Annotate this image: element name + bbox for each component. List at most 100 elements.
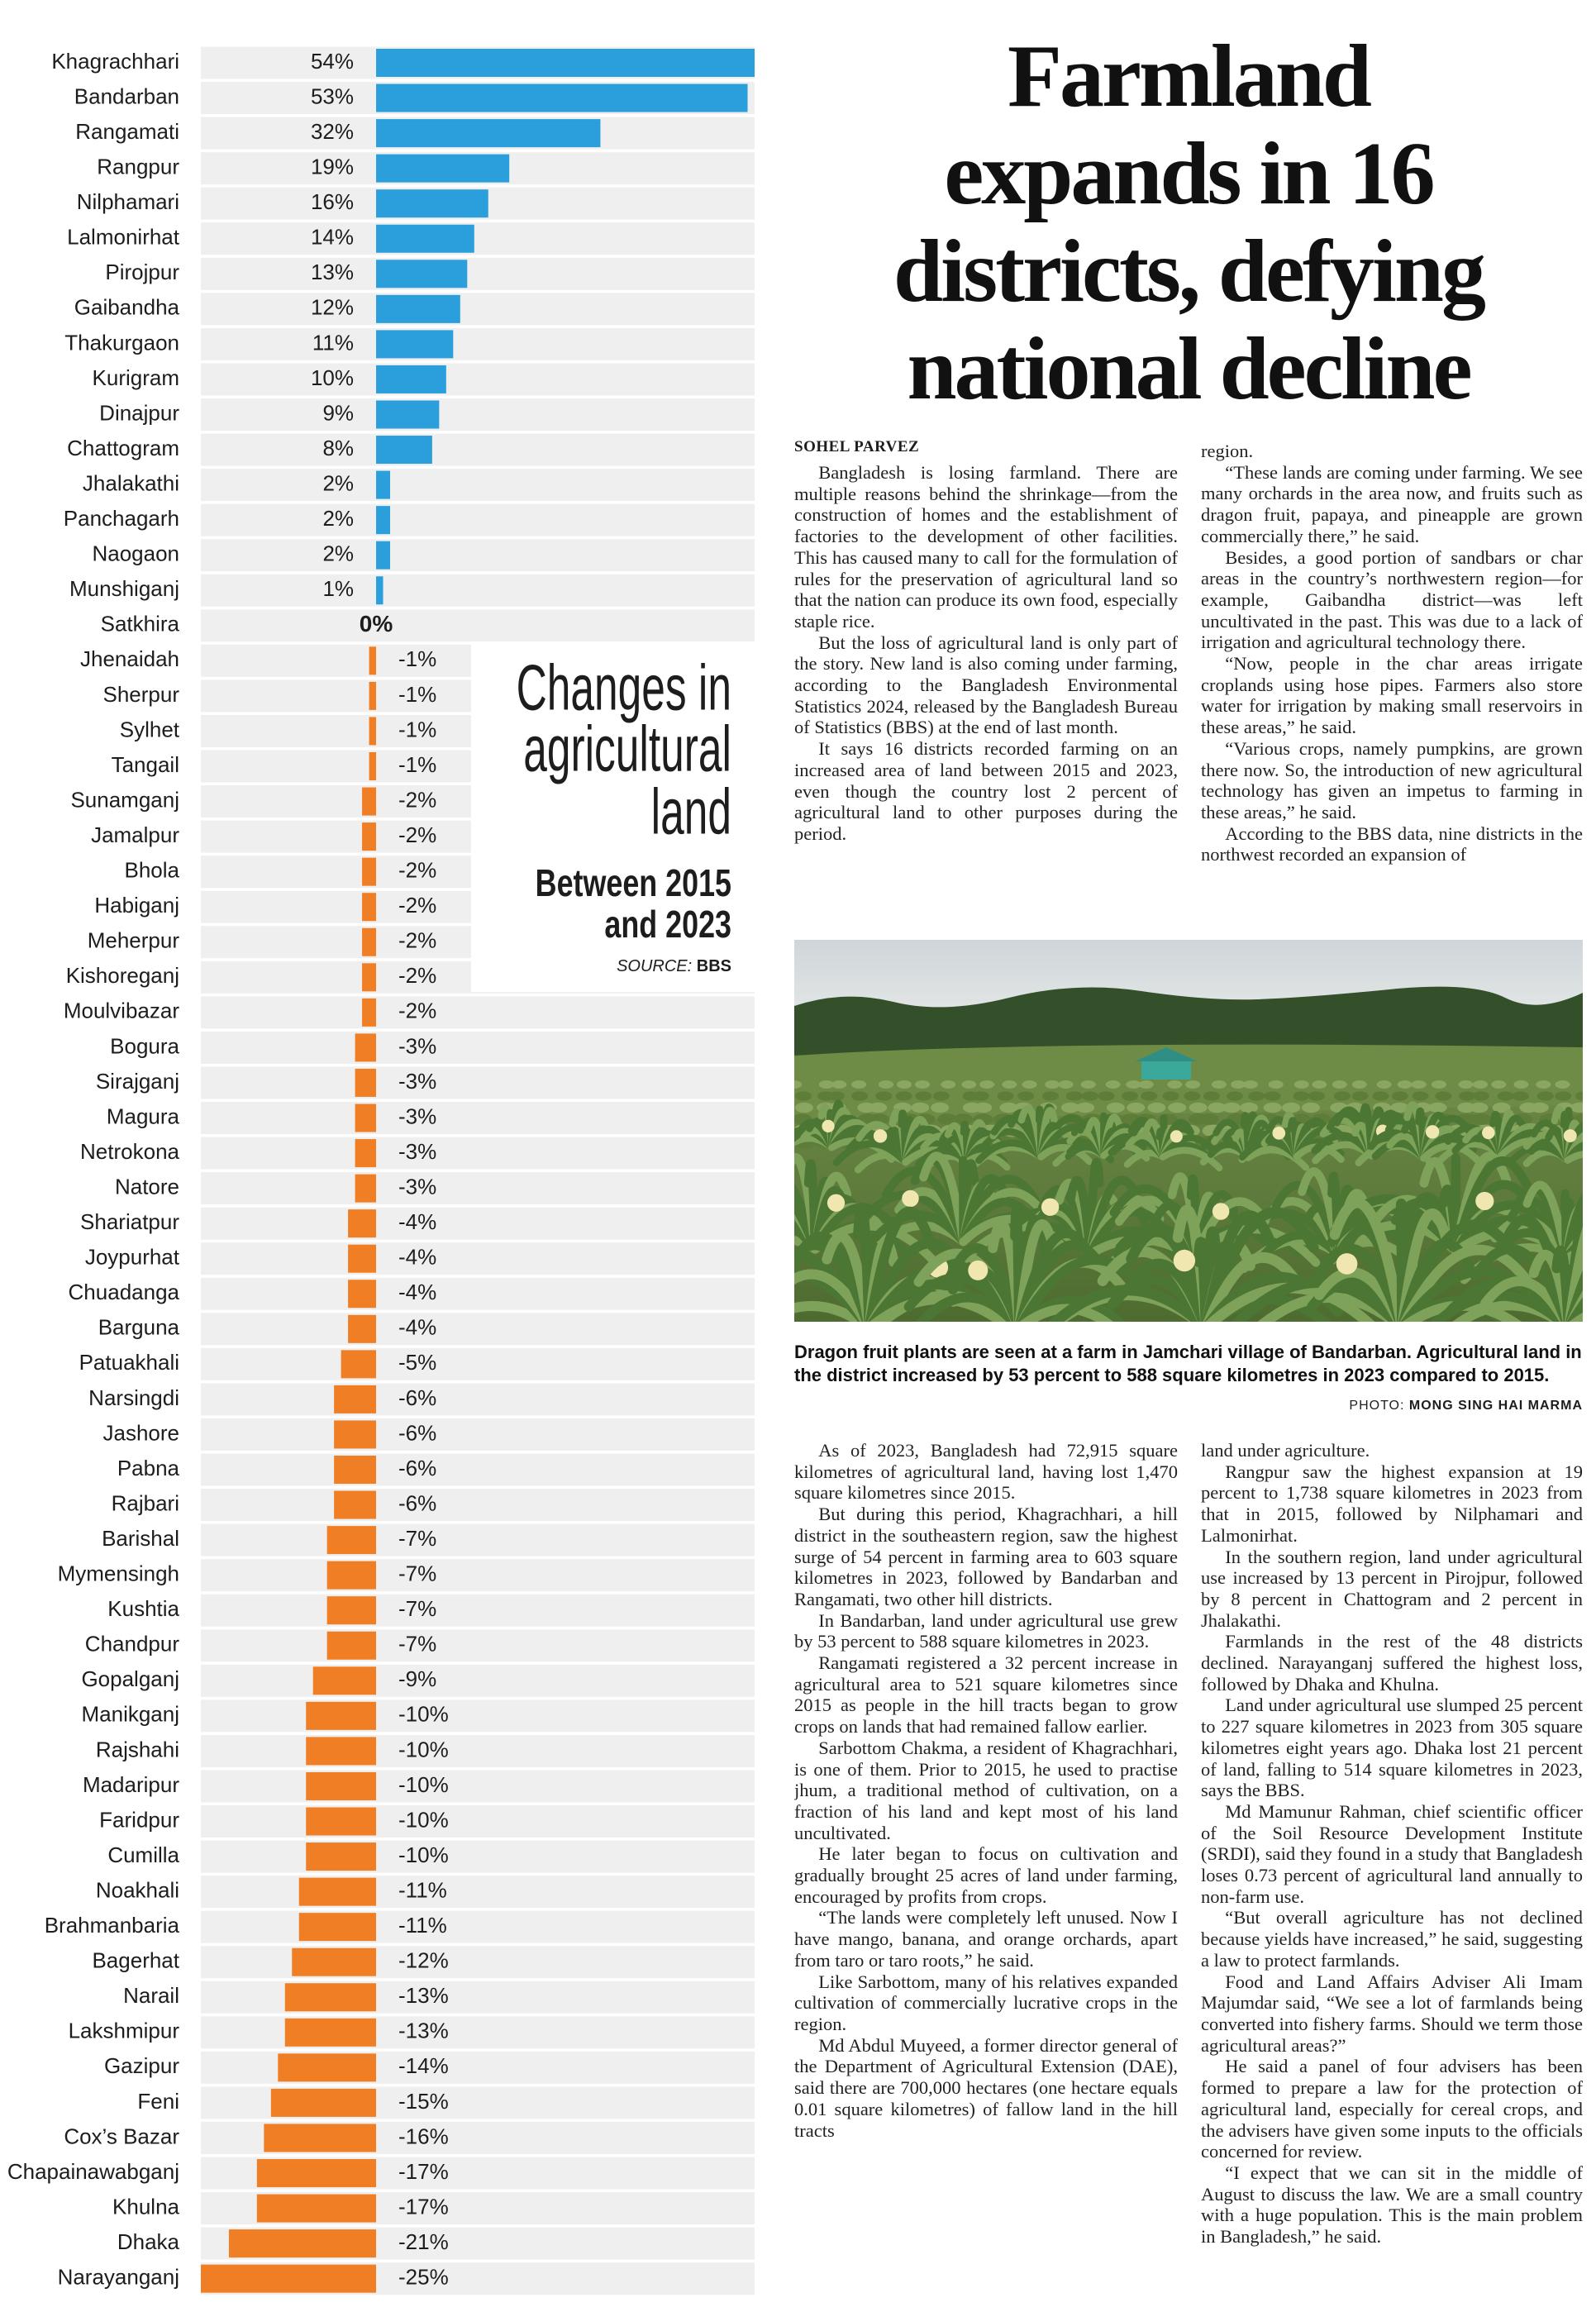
value-label: -7% bbox=[398, 1561, 436, 1586]
headline-line: Farmland bbox=[1007, 28, 1372, 126]
bar bbox=[348, 1209, 377, 1238]
value-label: 19% bbox=[311, 155, 354, 179]
paragraph: land under agriculture. bbox=[1201, 1440, 1370, 1461]
photo-shrub bbox=[1184, 1091, 1201, 1101]
photo-shrub bbox=[1472, 1080, 1488, 1089]
photo-shrub bbox=[1045, 1080, 1060, 1089]
photo-shrub bbox=[794, 1091, 812, 1101]
bar bbox=[348, 1280, 377, 1309]
value-label: -12% bbox=[398, 1948, 449, 1973]
category-label: Narsingdi bbox=[88, 1385, 179, 1410]
category-label: Khagrachhari bbox=[51, 49, 179, 74]
photo-flower bbox=[1482, 1126, 1495, 1140]
photo-shrub bbox=[1458, 1080, 1474, 1089]
photo-shrub bbox=[875, 1091, 893, 1101]
category-label: Magura bbox=[107, 1104, 180, 1128]
bar bbox=[355, 1068, 377, 1097]
photo-shrub bbox=[961, 1080, 977, 1089]
category-label: Madaripur bbox=[83, 1772, 179, 1797]
value-label: 53% bbox=[311, 83, 354, 108]
photo-leaf bbox=[1203, 1251, 1303, 1322]
paragraph: “But overall agriculture has not decline… bbox=[1201, 1907, 1583, 1971]
bar bbox=[326, 1561, 377, 1590]
value-label: -1% bbox=[398, 646, 436, 671]
photo-shrub bbox=[1105, 1080, 1121, 1089]
photo-leaf bbox=[1329, 1198, 1407, 1322]
row-stripe bbox=[201, 1981, 755, 2014]
photo-shrub bbox=[1470, 1102, 1489, 1113]
photo-shrub bbox=[1041, 1091, 1059, 1101]
bar bbox=[362, 927, 377, 956]
category-label: Moulvibazar bbox=[64, 999, 180, 1023]
photo-flower bbox=[1336, 1253, 1358, 1275]
photo-shrub bbox=[1282, 1102, 1301, 1113]
value-label: 2% bbox=[322, 470, 354, 495]
value-label: -4% bbox=[398, 1209, 436, 1234]
paragraph: He said a panel of four advisers has bee… bbox=[1201, 2056, 1583, 2162]
row-stripe bbox=[201, 1066, 755, 1099]
category-label: Feni bbox=[137, 2089, 179, 2114]
photo-leaf bbox=[1398, 1208, 1453, 1322]
category-label: Sherpur bbox=[103, 682, 180, 707]
value-label: -6% bbox=[398, 1490, 436, 1515]
category-label: Kishoreganj bbox=[66, 963, 179, 988]
category-label: Habiganj bbox=[94, 893, 179, 918]
photo-shrub bbox=[1222, 1102, 1241, 1113]
category-label: Bogura bbox=[110, 1033, 179, 1058]
category-label: Joypurhat bbox=[85, 1245, 180, 1270]
category-label: Rajbari bbox=[112, 1490, 179, 1515]
row-stripe bbox=[201, 1453, 755, 1486]
photo-flower bbox=[1041, 1198, 1060, 1216]
headline-line: national decline bbox=[907, 320, 1472, 418]
value-label: -21% bbox=[398, 2229, 449, 2254]
paragraph: According to the BBS data, nine district… bbox=[1201, 822, 1583, 865]
paragraph: It says 16 districts recorded farming on… bbox=[794, 738, 1178, 844]
photo-leaf bbox=[865, 1206, 935, 1322]
photo-leaf bbox=[919, 1151, 968, 1247]
photo-shrub bbox=[911, 1102, 930, 1113]
credit-label: PHOTO: bbox=[1349, 1399, 1405, 1413]
credit-name: MONG SING HAI MARMA bbox=[1408, 1399, 1583, 1413]
category-label: Natore bbox=[115, 1174, 179, 1199]
bar bbox=[270, 2088, 377, 2117]
photo-shrub bbox=[1122, 1091, 1139, 1101]
value-label: -1% bbox=[398, 752, 436, 777]
category-label: Sunamganj bbox=[70, 787, 179, 812]
row-stripe bbox=[201, 1137, 755, 1170]
row-stripe bbox=[201, 1418, 755, 1451]
category-label: Meherpur bbox=[88, 928, 180, 953]
photo-shrub bbox=[932, 1091, 950, 1101]
article-column: region. “These lands are coming under far… bbox=[1201, 441, 1583, 928]
bar bbox=[376, 400, 440, 429]
photo-shrub bbox=[1435, 1091, 1452, 1101]
photo-shrub bbox=[1002, 1080, 1017, 1089]
paragraph: Rangpur saw the highest expansion at 19 … bbox=[1201, 1461, 1583, 1546]
photo-shrub bbox=[1268, 1080, 1284, 1089]
value-label: -17% bbox=[398, 2194, 449, 2219]
photo-caption: Dragon fruit plants are seen at a farm i… bbox=[794, 1342, 1582, 1385]
value-label: 32% bbox=[311, 119, 354, 144]
row-stripe bbox=[201, 539, 755, 572]
value-label: -17% bbox=[398, 2159, 449, 2184]
bar bbox=[369, 717, 377, 746]
value-label: -2% bbox=[398, 858, 436, 883]
photo-leaf bbox=[1231, 1277, 1403, 1322]
photo-shrub bbox=[1168, 1102, 1187, 1113]
category-label: Sylhet bbox=[120, 717, 180, 741]
photo-shrub bbox=[1351, 1091, 1369, 1101]
photo-plants bbox=[794, 1080, 1583, 1322]
value-label: -2% bbox=[398, 787, 436, 812]
paragraph: “I expect that we can sit in the middle … bbox=[1201, 2162, 1583, 2248]
row-stripe bbox=[201, 398, 755, 431]
value-label: -4% bbox=[398, 1315, 436, 1340]
category-label: Chandpur bbox=[85, 1632, 180, 1657]
category-label: Lalmonirhat bbox=[67, 225, 180, 250]
category-label: Brahmanbaria bbox=[45, 1913, 180, 1938]
paragraph: As of 2023, Bangladesh had 72,915 square… bbox=[794, 1440, 1178, 1504]
category-label: Dhaka bbox=[117, 2229, 180, 2254]
title-backdrop bbox=[471, 641, 755, 992]
value-label: -3% bbox=[398, 1139, 436, 1164]
value-label: -10% bbox=[398, 1807, 449, 1832]
photo-shrub bbox=[1242, 1080, 1258, 1089]
photo-leaf bbox=[1564, 1151, 1583, 1164]
